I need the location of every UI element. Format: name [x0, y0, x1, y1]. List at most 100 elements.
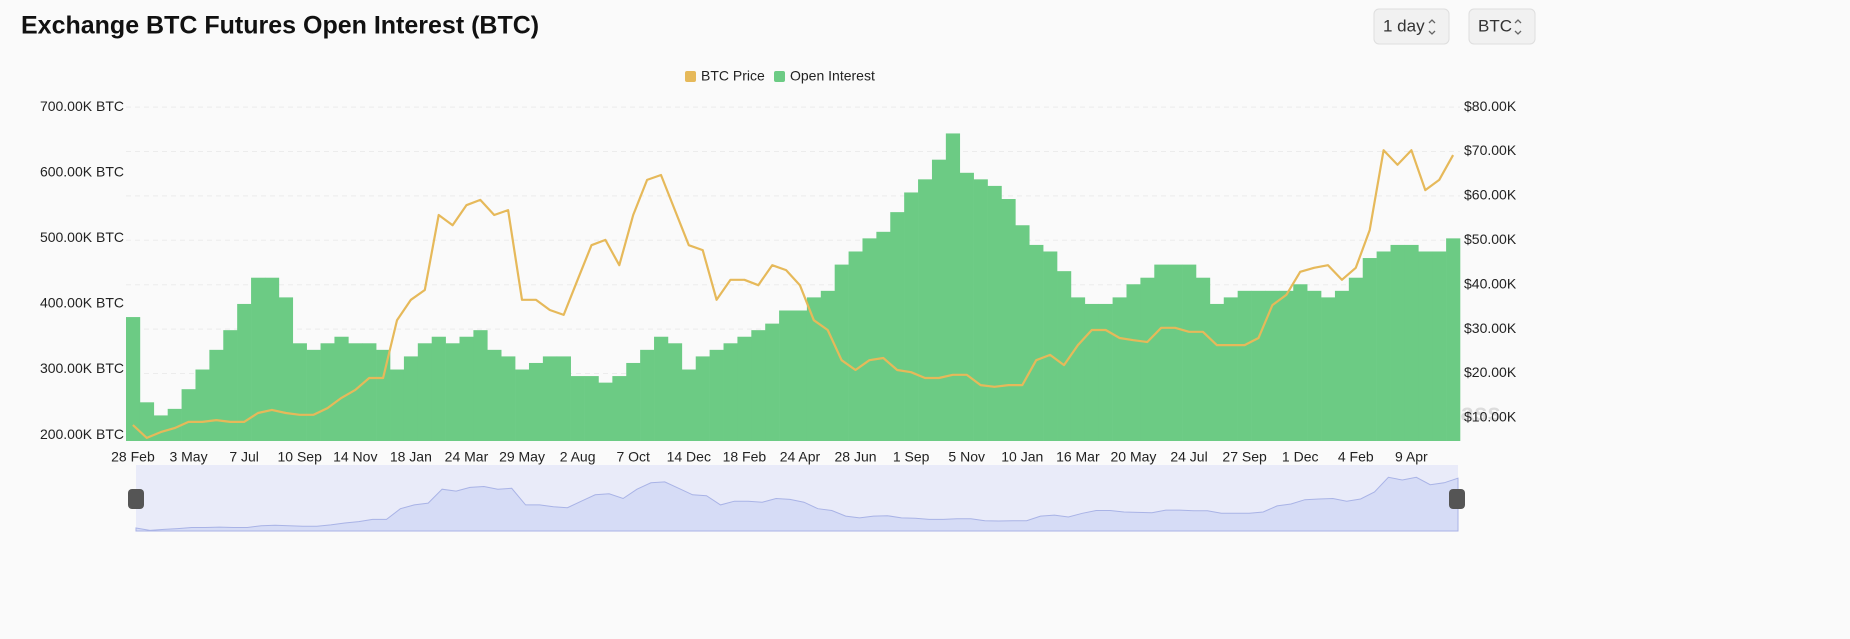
bar — [1348, 277, 1364, 441]
bar — [1195, 277, 1211, 441]
x-tick-label: 24 Apr — [780, 449, 821, 465]
bar — [1321, 297, 1336, 441]
x-tick-label: 7 Oct — [616, 449, 650, 465]
bar — [167, 408, 182, 441]
bar — [612, 376, 627, 441]
price-line — [132, 149, 1455, 439]
bar — [334, 336, 349, 441]
x-tick-label: 9 Apr — [1395, 449, 1428, 465]
bar — [1376, 251, 1391, 441]
bar — [848, 251, 863, 441]
bar — [1404, 244, 1419, 441]
bar — [1432, 251, 1447, 441]
bar — [1237, 290, 1252, 441]
y-tick-label: 600.00K BTC — [40, 163, 124, 179]
dropdown-icon — [1514, 19, 1522, 35]
bar — [987, 185, 1002, 441]
bar — [278, 297, 294, 441]
bar — [515, 369, 530, 441]
bar — [487, 349, 502, 441]
bar — [626, 362, 641, 441]
bar — [751, 330, 766, 441]
bar — [640, 349, 655, 441]
chart-title: Exchange BTC Futures Open Interest (BTC) — [21, 12, 539, 40]
unit-label: BTC — [1478, 16, 1512, 35]
x-tick-label: 10 Jan — [1001, 449, 1043, 465]
bar — [1084, 303, 1100, 441]
unit-dropdown[interactable] — [1468, 8, 1536, 45]
x-tick-label: 1 Dec — [1282, 449, 1319, 465]
bar — [1043, 251, 1058, 441]
bar — [806, 297, 822, 441]
dropdown-icon — [1428, 19, 1436, 35]
bar — [793, 310, 808, 441]
bar — [473, 330, 488, 441]
x-tick-label: 20 May — [1110, 449, 1156, 465]
y2-tick-label: $50.00K — [1464, 231, 1517, 247]
navigator-handle[interactable] — [1449, 489, 1465, 509]
y2-tick-label: $30.00K — [1464, 320, 1517, 336]
bar — [779, 310, 794, 441]
bar — [723, 343, 738, 441]
bar — [209, 349, 224, 441]
bar — [973, 179, 988, 441]
interval-dropdown[interactable] — [1373, 8, 1450, 45]
bar — [1029, 244, 1044, 441]
bar — [431, 336, 446, 441]
bar — [1154, 264, 1169, 441]
bar — [1418, 251, 1433, 441]
x-tick-label: 24 Jul — [1170, 449, 1207, 465]
bar — [765, 323, 780, 441]
bar — [153, 415, 168, 441]
bar — [695, 356, 710, 441]
navigator-area — [135, 476, 1459, 532]
bar — [251, 277, 266, 441]
x-tick-label: 27 Sep — [1222, 449, 1267, 465]
x-tick-label: 16 Mar — [1056, 449, 1100, 465]
x-tick-label: 3 May — [169, 449, 207, 465]
bar — [1251, 290, 1266, 441]
bar — [1112, 297, 1127, 441]
x-tick-label: 14 Nov — [333, 449, 377, 465]
bar — [876, 231, 891, 441]
bar — [445, 343, 460, 441]
x-tick-label: 28 Jun — [835, 449, 877, 465]
legend-swatch — [685, 71, 696, 82]
bar — [292, 343, 307, 441]
x-tick-label: 24 Mar — [445, 449, 489, 465]
y2-tick-label: $60.00K — [1464, 187, 1517, 203]
bar — [139, 402, 155, 441]
bar — [598, 382, 613, 441]
legend-label: Open Interest — [790, 68, 875, 84]
x-tick-label: 7 Jul — [229, 449, 259, 465]
bar — [1070, 297, 1086, 441]
y-tick-label: 700.00K BTC — [40, 98, 124, 114]
bar — [862, 238, 877, 441]
bar — [542, 356, 558, 441]
bar — [834, 264, 849, 441]
bar — [181, 389, 196, 441]
bar — [1293, 284, 1308, 441]
bar — [1265, 290, 1280, 441]
x-tick-label: 14 Dec — [667, 449, 711, 465]
y2-tick-label: $80.00K — [1464, 98, 1517, 114]
bar — [1140, 277, 1155, 441]
bar — [918, 179, 933, 441]
interval-label: 1 day — [1383, 16, 1425, 35]
bar — [1182, 264, 1197, 441]
y2-tick-label: $40.00K — [1464, 275, 1517, 291]
bar — [1362, 258, 1377, 441]
bar — [570, 376, 585, 441]
bar — [1126, 284, 1141, 441]
bar — [501, 356, 516, 441]
bar — [320, 343, 335, 441]
legend-label: BTC Price — [701, 68, 765, 84]
navigator-handle[interactable] — [128, 489, 144, 509]
y2-tick-label: $20.00K — [1464, 364, 1517, 380]
bar — [237, 303, 252, 441]
bar — [1001, 199, 1016, 441]
y-tick-label: 200.00K BTC — [40, 426, 124, 442]
bar — [584, 376, 599, 441]
bar — [459, 336, 474, 441]
